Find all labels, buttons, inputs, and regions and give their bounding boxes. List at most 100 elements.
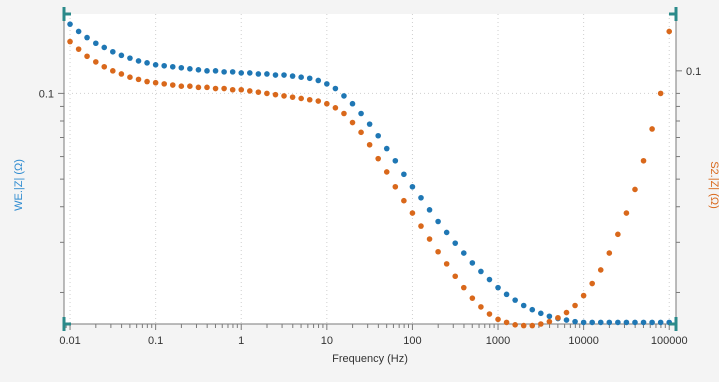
data-point [623,319,630,326]
range-handle-top-left[interactable] [62,7,71,21]
x-tick-label: 0.1 [148,335,163,347]
data-point [409,183,416,190]
data-point [435,248,441,255]
tick-labels: 0.01 0.1 1 10 100 1000 10000 100000 0.1 0.1 [39,66,702,347]
data-point [281,93,287,99]
data-point [161,81,167,87]
data-point [152,62,159,68]
data-point [349,100,356,107]
data-point [272,72,279,78]
y-axis-title-left: WE.|Z| (Ω) [13,159,25,211]
range-handle-top-right[interactable] [669,7,678,21]
data-point [306,96,313,103]
data-point [538,321,544,327]
data-point [204,68,210,74]
data-point [238,86,245,93]
data-point [555,314,561,321]
data-point [178,83,185,89]
data-point [195,67,202,73]
data-point [469,260,476,266]
data-point [572,318,578,325]
data-point [67,38,73,45]
data-point [649,319,655,326]
data-point [478,268,484,275]
data-point [563,309,570,316]
data-point [452,240,459,246]
data-point [512,322,518,328]
data-point [358,129,364,136]
data-point [169,63,176,70]
data-point [127,74,133,80]
data-point [272,91,279,98]
data-point [135,58,142,64]
data-point [486,276,493,283]
data-point [93,59,99,65]
data-point [110,48,116,55]
data-point [503,319,510,326]
data-point [435,218,441,225]
y-tick-label-left: 0.1 [39,88,54,100]
series-1 [67,21,673,326]
data-point [563,317,570,323]
data-point [135,76,142,83]
data-point [495,284,501,291]
range-handle-bottom-right[interactable] [669,317,678,331]
data-point [169,82,176,88]
data-point [520,322,527,329]
data-point [529,306,536,313]
x-tick-label: 1 [238,335,244,347]
x-tick-label: 10 [321,335,333,347]
data-point [469,295,476,301]
data-point [597,319,604,326]
data-point [366,141,373,148]
data-point [580,292,587,299]
data-point [84,34,90,41]
data-point [332,105,339,111]
data-point [229,69,236,75]
data-point [178,64,185,71]
axis-handles[interactable] [62,7,678,331]
data-point [632,186,638,193]
data-point [221,85,227,92]
data-point [657,319,664,326]
data-point [204,84,210,91]
x-tick-label: 10000 [568,335,599,347]
data-point [375,155,381,162]
range-handle-bottom-left[interactable] [62,317,71,331]
data-point [247,70,253,76]
data-point [520,302,527,309]
data-point [546,313,553,320]
data-point [238,70,245,76]
data-point [118,52,125,59]
data-point [426,236,433,242]
data-point [589,319,595,326]
data-point [615,231,621,238]
data-point [110,68,116,74]
data-point [418,223,424,229]
x-axis-title: Frequency (Hz) [332,353,408,365]
data-point [101,63,108,70]
data-point [93,40,99,47]
data-point [144,78,150,85]
data-point [615,319,621,326]
data-point [161,62,167,69]
data-point [255,89,262,95]
x-tick-label: 1000 [486,335,510,347]
data-point [503,291,510,298]
data-point [426,207,433,213]
data-point [289,94,296,100]
data-point [324,100,330,107]
data-point [632,319,638,326]
data-point [195,84,202,91]
data-point [546,318,553,325]
data-point [221,69,227,75]
data-point [486,311,493,317]
data-point [366,121,373,127]
data-point [460,284,467,291]
data-point [409,210,416,216]
data-series [67,21,673,329]
data-point [84,53,90,60]
data-point [264,90,270,97]
